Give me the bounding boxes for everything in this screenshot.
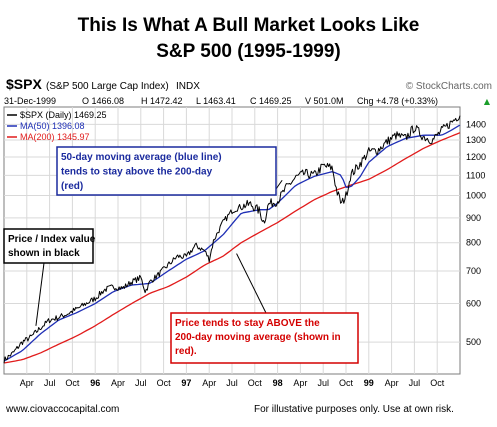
x-tick-label: Jul bbox=[317, 378, 329, 388]
annotation-box bbox=[56, 146, 277, 196]
exchange-label: INDX bbox=[176, 81, 200, 92]
symbol-description: (S&P 500 Large Cap Index) bbox=[46, 81, 169, 92]
x-tick-label: Apr bbox=[20, 378, 34, 388]
annotation-text: Price tends to stay ABOVE the bbox=[175, 318, 320, 329]
quote-open: O 1466.08 bbox=[82, 96, 124, 106]
annotation-text: tends to stay above the 200-day bbox=[61, 167, 213, 178]
annotation-text: red). bbox=[175, 346, 197, 357]
quote-volume: V 501.0M bbox=[305, 96, 344, 106]
x-tick-label: 98 bbox=[273, 378, 283, 388]
chart-title-line1: This Is What A Bull Market Looks Like bbox=[77, 15, 420, 36]
annotation-box bbox=[170, 312, 359, 364]
chart-title-line2: S&P 500 (1995-1999) bbox=[156, 41, 341, 62]
stock-chart: $SPX (S&P 500 Large Cap Index) INDX © St… bbox=[3, 76, 492, 388]
annotation-box bbox=[3, 228, 94, 264]
legend-entry: MA(50) 1396.08 bbox=[20, 121, 85, 131]
x-tick-label: Apr bbox=[202, 378, 216, 388]
x-tick-label: Oct bbox=[339, 378, 354, 388]
x-tick-label: Jul bbox=[135, 378, 147, 388]
series-line-ma50 bbox=[3, 124, 461, 362]
quote-high: H 1472.42 bbox=[141, 96, 183, 106]
annotation-text: 200-day moving average (shown in bbox=[175, 332, 341, 343]
y-tick-label: 700 bbox=[466, 266, 481, 276]
x-tick-label: Jul bbox=[409, 378, 421, 388]
annotation-text: (red) bbox=[61, 181, 83, 192]
legend-entry: MA(200) 1345.97 bbox=[20, 132, 90, 142]
y-tick-label: 900 bbox=[466, 213, 481, 223]
quote-date: 31-Dec-1999 bbox=[4, 96, 56, 106]
annotations: 50-day moving average (blue line) tends t… bbox=[3, 146, 359, 364]
y-tick-label: 1200 bbox=[466, 152, 486, 162]
x-tick-label: Jul bbox=[44, 378, 56, 388]
series-lines bbox=[3, 115, 461, 364]
y-axis: 500 600 700 800 900 1000 1100 1200 1300 1400 bbox=[466, 119, 486, 347]
x-tick-label: Oct bbox=[248, 378, 263, 388]
annotation-pointer bbox=[236, 253, 267, 314]
quote-close: C 1469.25 bbox=[250, 96, 292, 106]
annotation-text: Price / Index value bbox=[8, 234, 96, 245]
y-tick-label: 600 bbox=[466, 299, 481, 309]
footer-disclaimer: For illustative purposes only. Use at ow… bbox=[254, 404, 454, 415]
x-tick-label: Jul bbox=[226, 378, 238, 388]
x-axis: Apr Jul Oct 96 Apr Jul Oct 97 Apr Jul Oct 98 Apr Jul O… bbox=[20, 378, 445, 388]
x-tick-label: Apr bbox=[111, 378, 125, 388]
x-tick-label: Oct bbox=[157, 378, 172, 388]
annotation-text: shown in black bbox=[8, 248, 80, 259]
quote-change: Chg +4.78 (+0.33%) bbox=[357, 96, 438, 106]
x-tick-label: Apr bbox=[385, 378, 399, 388]
symbol-label: $SPX bbox=[6, 76, 42, 92]
y-tick-label: 1300 bbox=[466, 135, 486, 145]
x-tick-label: Apr bbox=[293, 378, 307, 388]
series-line-ma200 bbox=[3, 132, 461, 364]
annotation-text: 50-day moving average (blue line) bbox=[61, 152, 222, 163]
legend-entry: $SPX (Daily) 1469.25 bbox=[20, 110, 107, 120]
x-tick-label: 97 bbox=[181, 378, 191, 388]
x-tick-label: Oct bbox=[430, 378, 445, 388]
footer-website: www.ciovaccocapital.com bbox=[6, 404, 120, 415]
series-line-price bbox=[3, 115, 461, 364]
y-tick-label: 500 bbox=[466, 337, 481, 347]
y-tick-label: 1000 bbox=[466, 191, 486, 201]
annotation-pointer bbox=[35, 262, 45, 326]
x-tick-label: Oct bbox=[65, 378, 80, 388]
change-arrow-icon: ▲ bbox=[484, 97, 491, 106]
x-tick-label: 96 bbox=[90, 378, 100, 388]
y-tick-label: 1400 bbox=[466, 119, 486, 129]
x-tick-label: 99 bbox=[364, 378, 374, 388]
watermark: © StockCharts.com bbox=[406, 81, 492, 92]
y-tick-label: 800 bbox=[466, 238, 481, 248]
quote-low: L 1463.41 bbox=[196, 96, 236, 106]
y-tick-label: 1100 bbox=[466, 170, 485, 180]
annotation-pointer bbox=[275, 179, 283, 190]
